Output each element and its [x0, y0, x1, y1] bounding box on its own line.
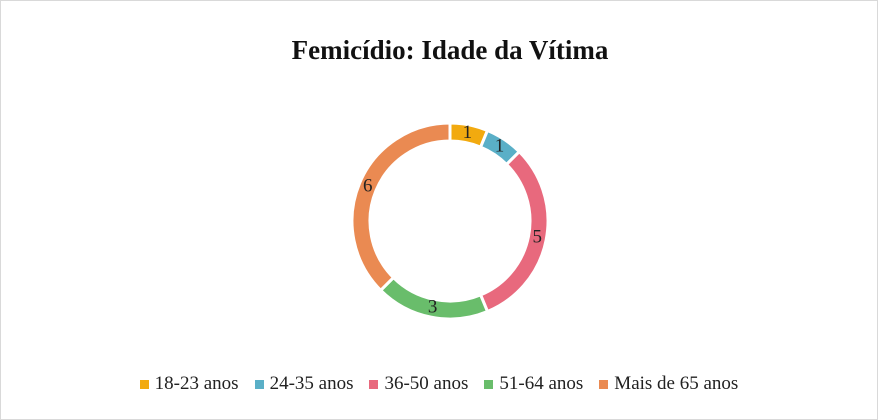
legend-label: 24-35 anos — [269, 373, 354, 394]
legend-item: 18-23 anos — [139, 373, 239, 395]
data-label: 3 — [428, 297, 438, 318]
data-label: 1 — [463, 122, 473, 143]
legend-item: 51-64 anos — [484, 373, 583, 395]
chart-title: Femicídio: Idade da Vítima — [292, 35, 609, 65]
data-label: 6 — [363, 175, 373, 196]
legend-item: 24-35 anos — [254, 373, 354, 395]
donut-segment — [350, 121, 452, 293]
legend-label: 18-23 anos — [154, 373, 239, 394]
legend-label: 51-64 anos — [499, 373, 584, 394]
data-label: 5 — [533, 227, 543, 248]
data-label: 1 — [495, 135, 505, 156]
legend: 18-23 anos 24-35 anos 36-50 anos 51-64 anos… — [1, 373, 877, 395]
legend-swatch — [599, 379, 609, 389]
legend-swatch — [369, 379, 379, 389]
legend-swatch — [254, 379, 264, 389]
legend-item: Mais de 65 anos — [599, 373, 738, 395]
legend-label: 36-50 anos — [384, 373, 469, 394]
legend-label: Mais de 65 anos — [614, 373, 739, 394]
legend-swatch — [484, 379, 494, 389]
legend-item: 36-50 anos — [369, 373, 468, 395]
legend-swatch — [139, 379, 149, 389]
